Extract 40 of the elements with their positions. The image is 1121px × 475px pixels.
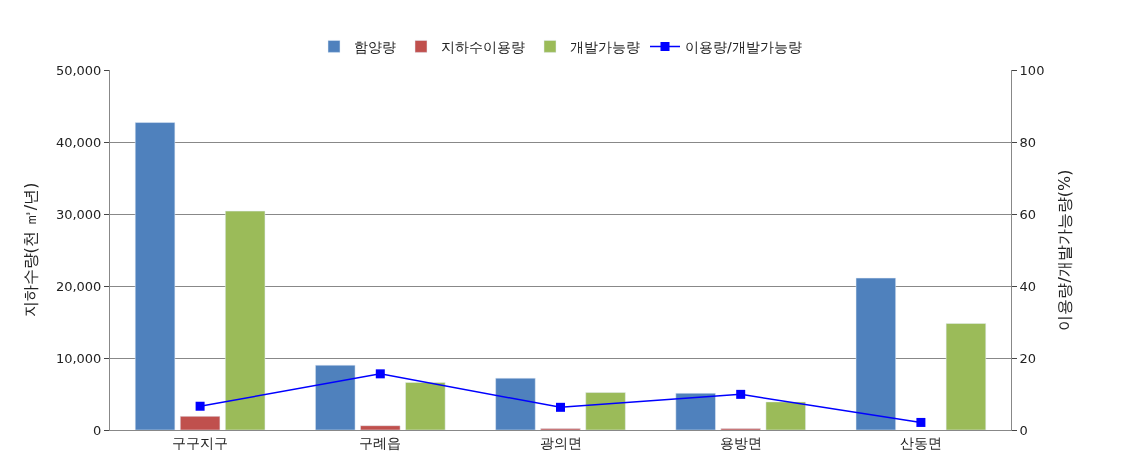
bar	[315, 364, 356, 430]
y-tick-label: 20,000	[55, 278, 102, 294]
y2-tick-label: 40	[1019, 278, 1037, 294]
legend-label: 이용량/개발가능량	[685, 38, 802, 55]
y2-axis-title: 이용량/개발가능량(%)	[1055, 169, 1075, 331]
point	[375, 369, 385, 379]
y-tick-label: 40,000	[55, 134, 102, 150]
bar	[585, 392, 626, 430]
bar	[360, 425, 401, 430]
point	[195, 401, 205, 411]
bar	[855, 277, 896, 430]
bar	[225, 210, 266, 430]
point	[736, 389, 746, 399]
legend-label: 지하수이용량	[441, 38, 525, 55]
y2-tick-label: 80	[1019, 134, 1037, 150]
x-tick-label: 구구지구	[172, 434, 229, 451]
y-tick-label: 10,000	[55, 350, 102, 366]
bar	[765, 401, 806, 430]
y2-tick-label: 100	[1019, 62, 1045, 78]
legend-label: 함양량	[354, 38, 396, 55]
point	[916, 417, 926, 427]
y2-tick-label: 0	[1019, 422, 1028, 438]
bar	[405, 382, 446, 430]
bar	[675, 393, 716, 430]
y2-tick-label: 20	[1019, 350, 1037, 366]
y-tick-label: 0	[93, 422, 102, 438]
bar	[945, 323, 987, 430]
bar	[495, 377, 536, 430]
bar	[134, 122, 176, 430]
x-tick-label: 산동면	[899, 434, 942, 451]
y-axis-title: 지하수량(천 ㎥/년)	[20, 182, 40, 318]
y-tick-label: 50,000	[55, 62, 102, 78]
bar	[180, 416, 221, 430]
y2-tick-label: 60	[1019, 206, 1037, 222]
x-tick-label: 광의면	[539, 434, 582, 451]
point	[556, 402, 565, 412]
x-tick-label: 용방면	[719, 434, 762, 451]
x-tick-label: 구례읍	[359, 434, 402, 451]
y-tick-label: 30,000	[55, 206, 102, 222]
legend-label: 개발가능량	[570, 38, 640, 55]
